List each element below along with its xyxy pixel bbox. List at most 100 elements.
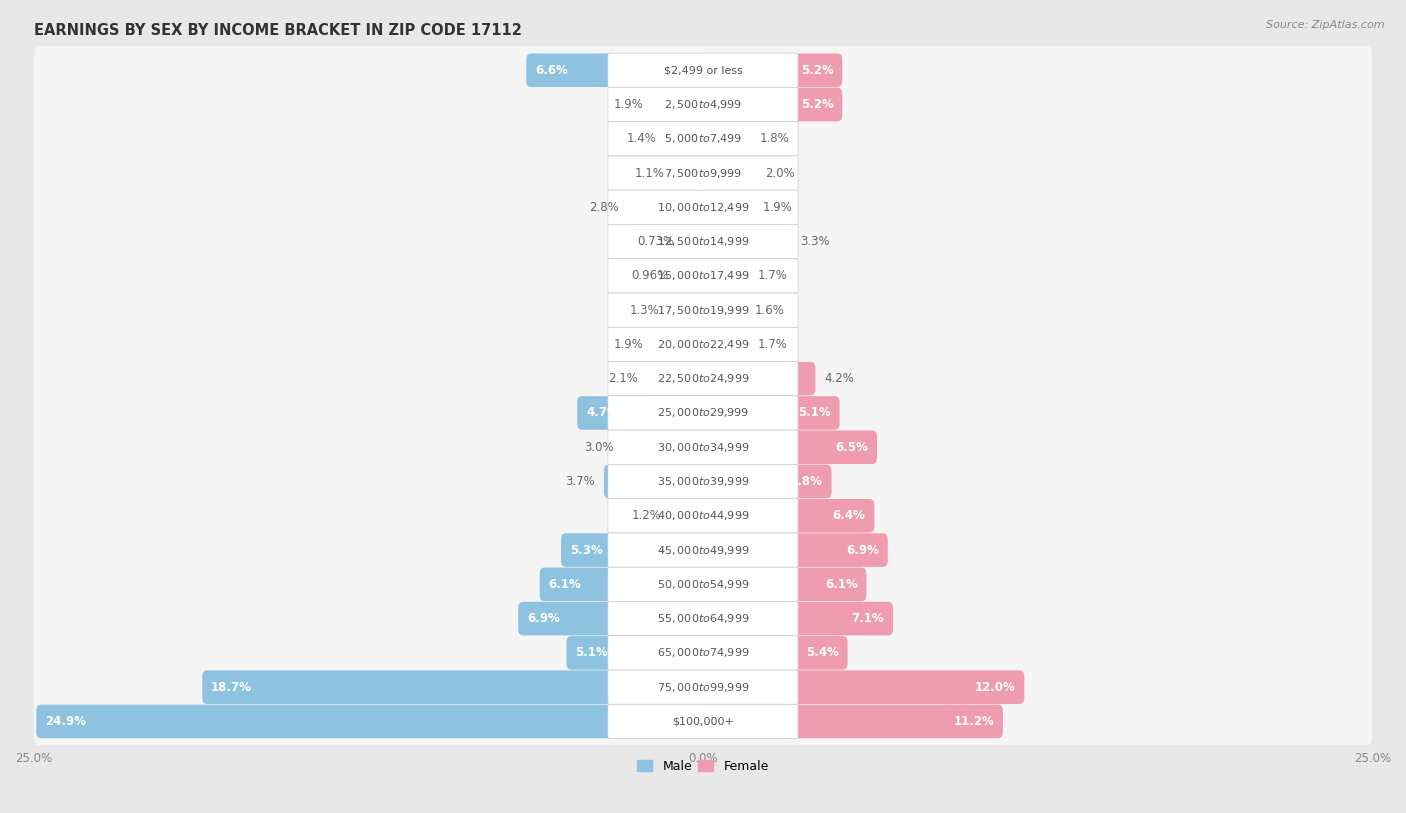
FancyBboxPatch shape (607, 156, 799, 190)
Legend: Male, Female: Male, Female (633, 754, 773, 778)
Text: 5.2%: 5.2% (800, 98, 834, 111)
Text: 7.1%: 7.1% (852, 612, 884, 625)
FancyBboxPatch shape (34, 559, 1372, 611)
FancyBboxPatch shape (607, 498, 799, 533)
Text: 1.9%: 1.9% (762, 201, 793, 214)
Text: 2.1%: 2.1% (607, 372, 638, 385)
FancyBboxPatch shape (699, 362, 815, 395)
FancyBboxPatch shape (37, 705, 707, 738)
Text: $75,000 to $99,999: $75,000 to $99,999 (657, 680, 749, 693)
FancyBboxPatch shape (34, 661, 1372, 713)
FancyBboxPatch shape (34, 250, 1372, 302)
FancyBboxPatch shape (699, 636, 848, 670)
FancyBboxPatch shape (671, 499, 707, 533)
Text: Source: ZipAtlas.com: Source: ZipAtlas.com (1267, 20, 1385, 30)
FancyBboxPatch shape (607, 636, 799, 670)
FancyBboxPatch shape (607, 190, 799, 224)
FancyBboxPatch shape (34, 627, 1372, 679)
Text: 0.96%: 0.96% (631, 269, 668, 282)
Text: $20,000 to $22,499: $20,000 to $22,499 (657, 338, 749, 351)
Text: $12,500 to $14,999: $12,500 to $14,999 (657, 235, 749, 248)
FancyBboxPatch shape (607, 259, 799, 293)
FancyBboxPatch shape (699, 54, 842, 87)
FancyBboxPatch shape (34, 319, 1372, 371)
FancyBboxPatch shape (699, 567, 866, 601)
Text: $45,000 to $49,999: $45,000 to $49,999 (657, 544, 749, 557)
FancyBboxPatch shape (540, 567, 707, 601)
FancyBboxPatch shape (699, 499, 875, 533)
Text: 1.9%: 1.9% (613, 98, 644, 111)
Text: 5.1%: 5.1% (799, 406, 831, 420)
Text: $10,000 to $12,499: $10,000 to $12,499 (657, 201, 749, 214)
FancyBboxPatch shape (683, 225, 707, 259)
FancyBboxPatch shape (34, 215, 1372, 267)
FancyBboxPatch shape (34, 489, 1372, 541)
FancyBboxPatch shape (699, 259, 748, 293)
Text: 11.2%: 11.2% (953, 715, 994, 728)
Text: 1.1%: 1.1% (636, 167, 665, 180)
FancyBboxPatch shape (699, 430, 877, 464)
FancyBboxPatch shape (699, 293, 745, 327)
Text: 1.6%: 1.6% (755, 303, 785, 316)
FancyBboxPatch shape (34, 387, 1372, 439)
FancyBboxPatch shape (607, 430, 799, 464)
FancyBboxPatch shape (607, 602, 799, 636)
FancyBboxPatch shape (607, 87, 799, 122)
Text: $40,000 to $44,999: $40,000 to $44,999 (657, 509, 749, 522)
FancyBboxPatch shape (34, 181, 1372, 233)
FancyBboxPatch shape (699, 156, 756, 190)
Text: $35,000 to $39,999: $35,000 to $39,999 (657, 475, 749, 488)
FancyBboxPatch shape (668, 293, 707, 327)
FancyBboxPatch shape (605, 465, 707, 498)
FancyBboxPatch shape (34, 147, 1372, 199)
FancyBboxPatch shape (607, 567, 799, 602)
Text: EARNINGS BY SEX BY INCOME BRACKET IN ZIP CODE 17112: EARNINGS BY SEX BY INCOME BRACKET IN ZIP… (34, 23, 522, 38)
Text: 2.8%: 2.8% (589, 201, 619, 214)
Text: 4.7%: 4.7% (586, 406, 619, 420)
FancyBboxPatch shape (526, 54, 707, 87)
FancyBboxPatch shape (34, 79, 1372, 131)
FancyBboxPatch shape (202, 671, 707, 704)
Text: 6.4%: 6.4% (832, 509, 866, 522)
Text: $50,000 to $54,999: $50,000 to $54,999 (657, 578, 749, 591)
FancyBboxPatch shape (607, 670, 799, 704)
FancyBboxPatch shape (607, 293, 799, 328)
Text: 18.7%: 18.7% (211, 680, 252, 693)
FancyBboxPatch shape (673, 156, 707, 190)
FancyBboxPatch shape (699, 88, 842, 121)
Text: 3.3%: 3.3% (800, 235, 830, 248)
Text: 6.1%: 6.1% (825, 578, 858, 591)
FancyBboxPatch shape (699, 122, 751, 155)
FancyBboxPatch shape (628, 190, 707, 224)
Text: 6.6%: 6.6% (536, 63, 568, 76)
Text: 1.9%: 1.9% (613, 338, 644, 351)
Text: 5.4%: 5.4% (806, 646, 839, 659)
FancyBboxPatch shape (34, 421, 1372, 473)
Text: 24.9%: 24.9% (45, 715, 86, 728)
FancyBboxPatch shape (607, 224, 799, 259)
Text: 3.7%: 3.7% (565, 475, 595, 488)
Text: $7,500 to $9,999: $7,500 to $9,999 (664, 167, 742, 180)
Text: 4.2%: 4.2% (824, 372, 855, 385)
Text: 12.0%: 12.0% (974, 680, 1015, 693)
FancyBboxPatch shape (576, 396, 707, 430)
Text: 6.5%: 6.5% (835, 441, 869, 454)
Text: 1.4%: 1.4% (627, 133, 657, 146)
Text: 5.3%: 5.3% (569, 544, 603, 557)
FancyBboxPatch shape (34, 113, 1372, 165)
FancyBboxPatch shape (607, 464, 799, 498)
Text: $2,500 to $4,999: $2,500 to $4,999 (664, 98, 742, 111)
Text: 1.7%: 1.7% (758, 269, 787, 282)
Text: 1.2%: 1.2% (633, 509, 662, 522)
FancyBboxPatch shape (607, 328, 799, 362)
Text: $5,000 to $7,499: $5,000 to $7,499 (664, 133, 742, 146)
FancyBboxPatch shape (607, 533, 799, 567)
FancyBboxPatch shape (678, 259, 707, 293)
Text: 1.7%: 1.7% (758, 338, 787, 351)
Text: 6.9%: 6.9% (527, 612, 560, 625)
FancyBboxPatch shape (699, 533, 887, 567)
FancyBboxPatch shape (699, 396, 839, 430)
Text: $25,000 to $29,999: $25,000 to $29,999 (657, 406, 749, 420)
Text: $65,000 to $74,999: $65,000 to $74,999 (657, 646, 749, 659)
Text: 6.1%: 6.1% (548, 578, 581, 591)
